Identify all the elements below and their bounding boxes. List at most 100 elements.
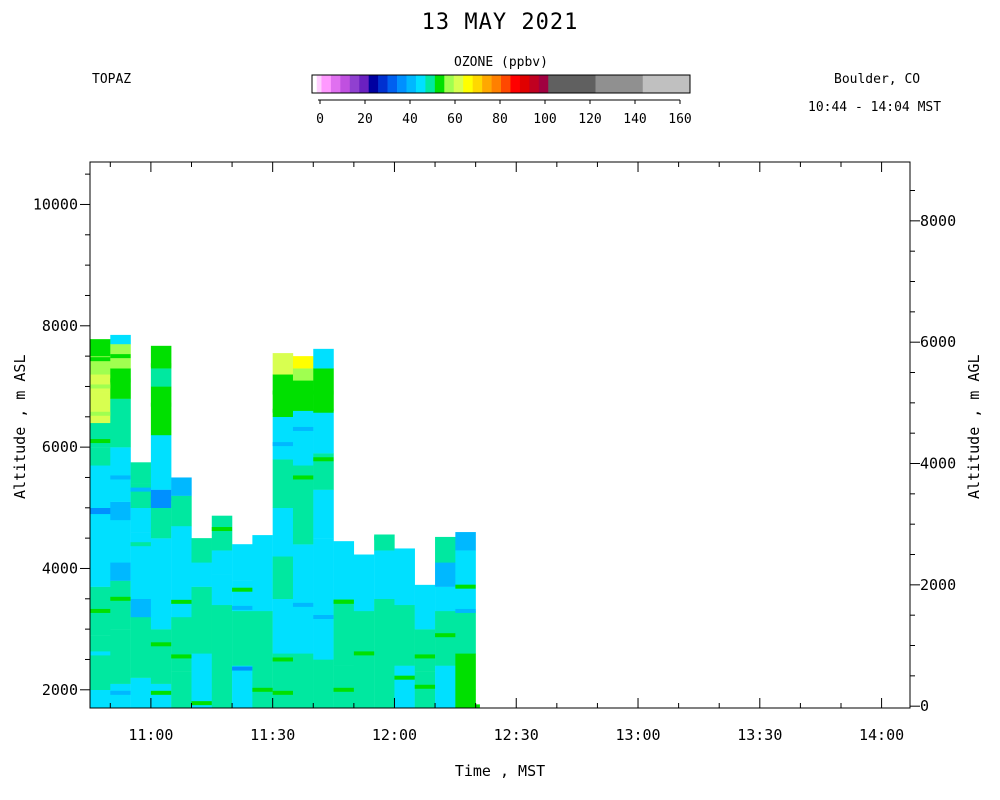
colorbar-segment-11 [406, 75, 417, 93]
ozone-streak [110, 690, 131, 695]
ozone-streak [414, 654, 436, 659]
colorbar-tick-label: 140 [623, 112, 646, 127]
colorbar-segment-26 [548, 75, 596, 93]
chart-title: 13 MAY 2021 [421, 10, 579, 35]
ozone-cell [313, 348, 334, 369]
colorbar-segment-23 [519, 75, 530, 93]
colorbar-segment-8 [378, 75, 388, 93]
ozone-cell [90, 465, 111, 508]
y-right-tick-label: 0 [920, 697, 929, 715]
colorbar-title: OZONE (ppbv) [454, 55, 548, 70]
ozone-cell [292, 410, 314, 466]
ozone-cell [252, 610, 273, 654]
ozone-cell [292, 598, 314, 654]
ozone-streak [130, 487, 151, 492]
ozone-cell [110, 562, 131, 581]
ozone-streak [211, 527, 233, 532]
ozone-cell [90, 374, 111, 393]
x-tick-label: 11:30 [250, 726, 295, 744]
ozone-streak [455, 584, 476, 589]
ozone-cell [150, 435, 172, 490]
ozone-streak [90, 357, 111, 362]
ozone-cell [232, 544, 253, 581]
ozone-streak [455, 608, 476, 613]
ozone-streak [272, 657, 293, 662]
ozone-cell [211, 659, 233, 709]
ozone-streak [272, 442, 293, 447]
y-right-tick-label: 8000 [920, 212, 956, 230]
ozone-cell [252, 568, 273, 612]
ozone-cell [333, 598, 355, 666]
ozone-streak [110, 596, 131, 601]
ozone-cell [130, 617, 152, 678]
ozone-cell [150, 386, 172, 436]
ozone-cell [435, 665, 456, 709]
ozone-streak [272, 690, 293, 695]
ozone-cell [171, 526, 192, 618]
colorbar-segment-24 [529, 75, 540, 93]
ozone-streak [313, 615, 334, 619]
ozone-cell [313, 617, 334, 660]
colorbar-tick-label: 80 [492, 112, 508, 127]
ozone-cell [171, 671, 192, 709]
ozone-cell [130, 677, 152, 709]
colorbar-segment-13 [425, 75, 436, 93]
y-left-ticks: 2000 4000 6000 8000 10000 [33, 173, 90, 699]
colorbar-segment-22 [510, 75, 521, 93]
colorbar-segment-9 [387, 75, 398, 93]
ozone-cell [191, 562, 212, 587]
colorbar-segment-5 [349, 75, 360, 93]
ozone-streak [313, 408, 334, 413]
ozone-cell [211, 604, 233, 660]
ozone-cell [130, 462, 152, 484]
ozone-cell [90, 422, 111, 448]
colorbar-segment-17 [463, 75, 473, 93]
ozone-streak [150, 363, 172, 368]
colorbar-segment-28 [642, 75, 691, 93]
ozone-cell [414, 629, 436, 672]
ozone-streak [232, 666, 253, 671]
x-tick-label: 13:30 [737, 726, 782, 744]
location-label: Boulder, CO [834, 72, 921, 87]
ozone-streak [292, 602, 314, 607]
ozone-cells [90, 334, 480, 709]
ozone-cell [374, 550, 395, 599]
colorbar-segment-4 [340, 75, 351, 93]
ozone-cell [171, 495, 192, 527]
ozone-cell [252, 535, 273, 569]
ozone-streak [110, 354, 131, 359]
ozone-cell [313, 538, 334, 618]
colorbar-tick-label: 100 [533, 112, 556, 127]
ozone-cell [455, 610, 476, 654]
colorbar-tick-label: 0 [316, 112, 324, 127]
ozone-streak [394, 675, 415, 680]
ozone-cell [110, 580, 131, 630]
ozone-streak [130, 542, 151, 547]
ozone-cell [313, 659, 334, 709]
ozone-streak [110, 475, 131, 480]
ozone-streak [90, 411, 111, 416]
ozone-streak [292, 426, 314, 431]
x-tick-label: 12:00 [372, 726, 417, 744]
time-range-label: 10:44 - 14:04 MST [808, 100, 942, 115]
ozone-cell [252, 653, 273, 709]
ozone-streak [313, 457, 334, 462]
ozone-cell [150, 368, 172, 387]
colorbar-frame [311, 74, 691, 94]
colorbar-tick-label: 120 [578, 112, 601, 127]
ozone-cell [90, 635, 111, 690]
ozone-streak [90, 439, 111, 444]
ozone-cell [333, 541, 355, 599]
ozone-streak [150, 690, 172, 695]
ozone-cell [414, 671, 436, 709]
y-left-tick-label: 4000 [42, 559, 78, 577]
colorbar-segment-1 [316, 75, 322, 93]
ozone-cell [394, 604, 415, 666]
ozone-cell [150, 629, 172, 684]
ozone-cell [394, 548, 415, 606]
ozone-cell [272, 653, 294, 709]
ozone-streak [272, 408, 293, 413]
ozone-streak [435, 633, 456, 638]
ozone-cell [435, 562, 456, 587]
ozone-streak [292, 390, 314, 395]
